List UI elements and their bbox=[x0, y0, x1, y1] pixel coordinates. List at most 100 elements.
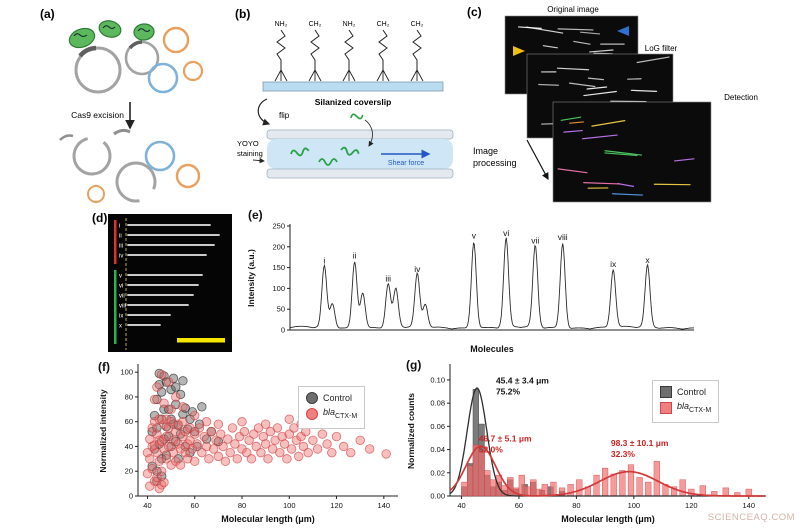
y-tick-label: 40 bbox=[125, 442, 133, 451]
peak-label-viii: viii bbox=[558, 232, 568, 242]
scatter-point bbox=[192, 439, 202, 449]
scatter-point bbox=[149, 394, 160, 405]
scatter-point bbox=[159, 419, 169, 429]
image-processing-line1: Image bbox=[473, 146, 498, 156]
yoyo-label-line2: staining bbox=[237, 149, 263, 158]
intensity-line-chart: 0 50 100 150 200 250 Molecules Intensity (a.u.)… bbox=[246, 222, 695, 354]
scatter-point bbox=[308, 435, 318, 445]
scatter-point bbox=[346, 447, 356, 458]
scatter-point bbox=[223, 434, 233, 444]
scatter-point bbox=[355, 435, 365, 445]
panel-a-label: (a) bbox=[40, 7, 55, 21]
scatter-point bbox=[322, 439, 332, 449]
scatter-point bbox=[175, 460, 186, 470]
flip-arrow bbox=[257, 98, 271, 126]
original-image-label: Original image bbox=[547, 5, 599, 14]
scatter-point bbox=[178, 417, 188, 427]
target-site-2 bbox=[128, 40, 143, 50]
hist-bar bbox=[610, 473, 617, 497]
panel-d-label: (d) bbox=[92, 211, 107, 225]
y-axis-label: Normalized counts bbox=[406, 393, 416, 469]
hist-bar bbox=[541, 484, 548, 497]
hist-bar bbox=[567, 484, 574, 497]
scatter-point bbox=[161, 414, 172, 424]
scatter-point bbox=[327, 447, 337, 458]
peak-label-iv: iv bbox=[414, 264, 421, 274]
scatter-point bbox=[145, 481, 155, 491]
scatter-point bbox=[166, 384, 176, 395]
dna-strand bbox=[611, 193, 644, 196]
coverslip bbox=[262, 81, 444, 92]
dna-strand bbox=[556, 67, 590, 71]
x-tick-label: 140 bbox=[378, 501, 391, 510]
length-histogram: 40 60 80 100 120 140 0.00 0.02 0.04 0.06 0.08 0.10 M… bbox=[406, 364, 766, 524]
y-tick-label: 150 bbox=[272, 263, 285, 272]
scatter-point bbox=[156, 414, 167, 424]
dna-strand bbox=[557, 28, 594, 31]
scatter-point bbox=[145, 434, 155, 444]
channel-fluid bbox=[267, 139, 453, 169]
scatter-point bbox=[331, 431, 342, 442]
silane-group-label: NH₂ bbox=[275, 21, 288, 28]
scatter-point bbox=[190, 410, 200, 421]
peak-label-x: x bbox=[645, 255, 650, 265]
scatter-point bbox=[258, 431, 268, 442]
scatter-point bbox=[249, 429, 259, 439]
y-tick-label: 50 bbox=[277, 305, 285, 314]
scatter-point bbox=[159, 398, 169, 408]
hist-bar bbox=[478, 451, 485, 497]
y-tick-label: 0 bbox=[281, 326, 285, 335]
scatter-point bbox=[277, 431, 287, 442]
scatter-point bbox=[156, 369, 167, 380]
x-tick-label: 140 bbox=[743, 501, 756, 510]
legend-row-control: Control bbox=[306, 391, 357, 405]
scatter-point bbox=[237, 444, 247, 454]
scatter-point bbox=[145, 454, 155, 464]
histogram-legend: Control blaCTX-M bbox=[652, 380, 720, 423]
panel-d-micrograph: (d) i ii iii iv v vi vii viii ix x bbox=[92, 211, 232, 352]
scatter-point bbox=[147, 461, 157, 471]
molecule-label-iii: iii bbox=[119, 244, 123, 250]
silane-feet bbox=[376, 69, 390, 82]
scatter-point bbox=[190, 429, 200, 439]
legend-bla-label: blaCTX-M bbox=[677, 401, 712, 414]
y-tick-label: 100 bbox=[272, 284, 285, 293]
x-axis-label: Molecules bbox=[470, 344, 514, 354]
scatter-point bbox=[175, 389, 186, 400]
dna-strand bbox=[630, 89, 658, 92]
scatter-point bbox=[168, 373, 179, 384]
dna-strand bbox=[563, 129, 583, 133]
scatter-point bbox=[175, 444, 186, 454]
y-tick-label: 0.04 bbox=[430, 445, 445, 454]
hist-bar bbox=[645, 481, 652, 497]
scatter-point bbox=[232, 454, 242, 464]
scatter-point bbox=[164, 377, 174, 387]
scatter-point bbox=[166, 417, 176, 427]
hist-bar bbox=[576, 479, 583, 497]
plasmid-orange-2 bbox=[182, 60, 204, 82]
scatter-point bbox=[147, 426, 157, 437]
annotation: 46.7 ± 5.1 μm bbox=[479, 433, 532, 443]
silane-group-label: NH₂ bbox=[343, 21, 356, 28]
scatter-point bbox=[154, 456, 164, 467]
scatter-point bbox=[197, 402, 207, 412]
dna-strand bbox=[591, 120, 626, 127]
scatter-point bbox=[149, 417, 160, 427]
scatter-point bbox=[152, 472, 162, 483]
scatter-point bbox=[194, 423, 205, 433]
scatter-point bbox=[251, 441, 261, 452]
panel-b-label: (b) bbox=[235, 7, 250, 21]
y-tick-label: 200 bbox=[272, 242, 285, 251]
scatter-point bbox=[246, 454, 257, 464]
panel-g-label: (g) bbox=[406, 358, 422, 372]
dna-strand bbox=[538, 83, 560, 86]
panel-a-cas9-diagram: (a) Cas9 excision bbox=[40, 7, 204, 203]
scatter-legend: Control blaCTX-M bbox=[298, 386, 366, 429]
detected-molecules-texture bbox=[557, 116, 695, 196]
silane-feet bbox=[308, 69, 322, 82]
hist-bar bbox=[490, 479, 497, 497]
silane-feet bbox=[274, 69, 288, 82]
peak-label-vi: vi bbox=[503, 228, 509, 238]
molecule-label-ix: ix bbox=[119, 314, 123, 320]
scatter-point bbox=[244, 435, 254, 445]
